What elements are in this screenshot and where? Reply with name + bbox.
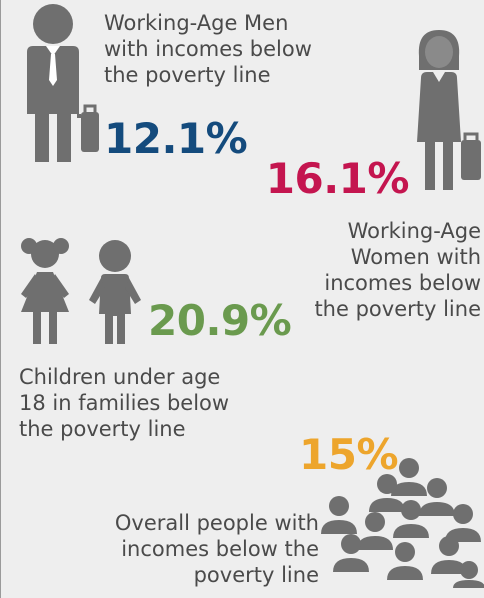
overall-label-line-3: poverty line <box>193 563 319 587</box>
men-stat: 12.1% <box>104 114 248 163</box>
men-label-line-3: the poverty line <box>104 63 271 87</box>
overall-label-line-2: incomes below the <box>121 537 319 561</box>
children-stat: 20.9% <box>148 296 292 345</box>
businesswoman-with-briefcase-icon <box>417 30 481 190</box>
children-label-line-2: 18 in families below <box>19 391 230 415</box>
overall-stat: 15% <box>299 430 399 479</box>
women-label: Working-Age Women with incomes below the… <box>285 218 481 322</box>
children-label: Children under age 18 in families below … <box>19 364 229 442</box>
overall-label-line-1: Overall people with <box>114 511 319 535</box>
children-label-line-1: Children under age <box>19 365 221 389</box>
businessman-with-briefcase-icon <box>27 4 99 162</box>
children-girl-and-boy-icon <box>21 238 141 344</box>
children-label-line-3: the poverty line <box>19 417 186 441</box>
women-label-line-1: Working-Age <box>347 219 481 243</box>
men-label-line-2: with incomes below <box>104 37 312 61</box>
women-label-line-2: Women with <box>350 245 481 269</box>
men-label: Working-Age Men with incomes below the p… <box>104 10 312 88</box>
women-stat: 16.1% <box>265 154 410 203</box>
men-label-line-1: Working-Age Men <box>104 11 289 35</box>
women-label-line-4: the poverty line <box>314 297 481 321</box>
crowd-of-people-icon <box>321 458 484 588</box>
women-label-line-3: incomes below <box>324 271 481 295</box>
overall-label: Overall people with incomes below the po… <box>71 510 319 588</box>
